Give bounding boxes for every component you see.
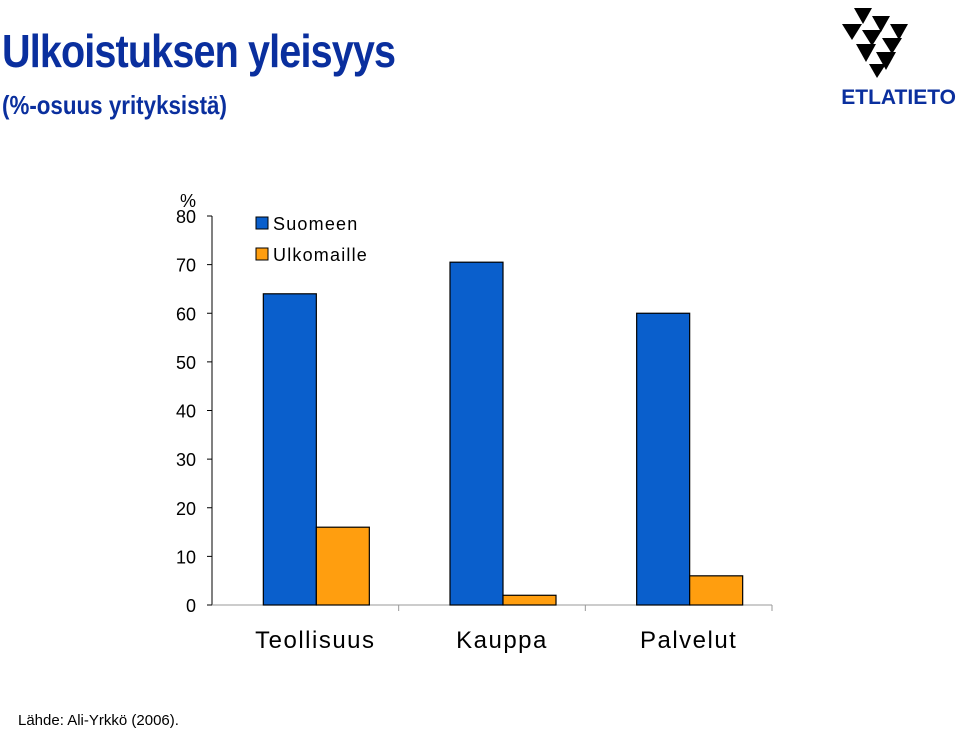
bar-suomeen-kauppa bbox=[449, 261, 504, 606]
y-tick-label: 0 bbox=[186, 596, 196, 616]
y-tick-label: 70 bbox=[176, 256, 196, 276]
bar-ulkomaille-kauppa bbox=[502, 594, 557, 606]
legend-swatch-suomeen bbox=[255, 216, 269, 230]
etla-triangles-logo-icon bbox=[842, 8, 908, 78]
legend-label-suomeen: Suomeen bbox=[273, 214, 358, 234]
bar-suomeen-teollisuus bbox=[262, 293, 317, 606]
bar-suomeen-palvelut bbox=[636, 312, 691, 606]
y-tick-label: 80 bbox=[176, 207, 196, 227]
legend-swatch-ulkomaille bbox=[255, 247, 269, 261]
brand: ETLATIETO bbox=[816, 0, 956, 115]
legend-label-ulkomaille: Ulkomaille bbox=[273, 245, 368, 265]
x-category-label: Kauppa bbox=[456, 627, 548, 654]
y-tick-label: 40 bbox=[176, 402, 196, 422]
source-note: Lähde: Ali-Yrkkö (2006). bbox=[18, 712, 179, 729]
bar-ulkomaille-palvelut bbox=[689, 575, 744, 606]
x-category-label: Teollisuus bbox=[255, 627, 375, 654]
y-tick-label: 60 bbox=[176, 304, 196, 324]
page-subtitle: (%-osuus yrityksistä) bbox=[2, 90, 227, 120]
y-tick-label: 50 bbox=[176, 353, 196, 373]
y-axis-unit-label: % bbox=[180, 191, 196, 211]
y-tick-label: 10 bbox=[176, 547, 196, 567]
bar-ulkomaille-teollisuus bbox=[315, 526, 370, 606]
x-category-label: Palvelut bbox=[640, 627, 737, 654]
page-title: Ulkoistuksen yleisyys bbox=[2, 25, 396, 77]
brand-name: ETLATIETO bbox=[841, 86, 956, 109]
y-tick-label: 20 bbox=[176, 499, 196, 519]
y-tick-label: 30 bbox=[176, 450, 196, 470]
